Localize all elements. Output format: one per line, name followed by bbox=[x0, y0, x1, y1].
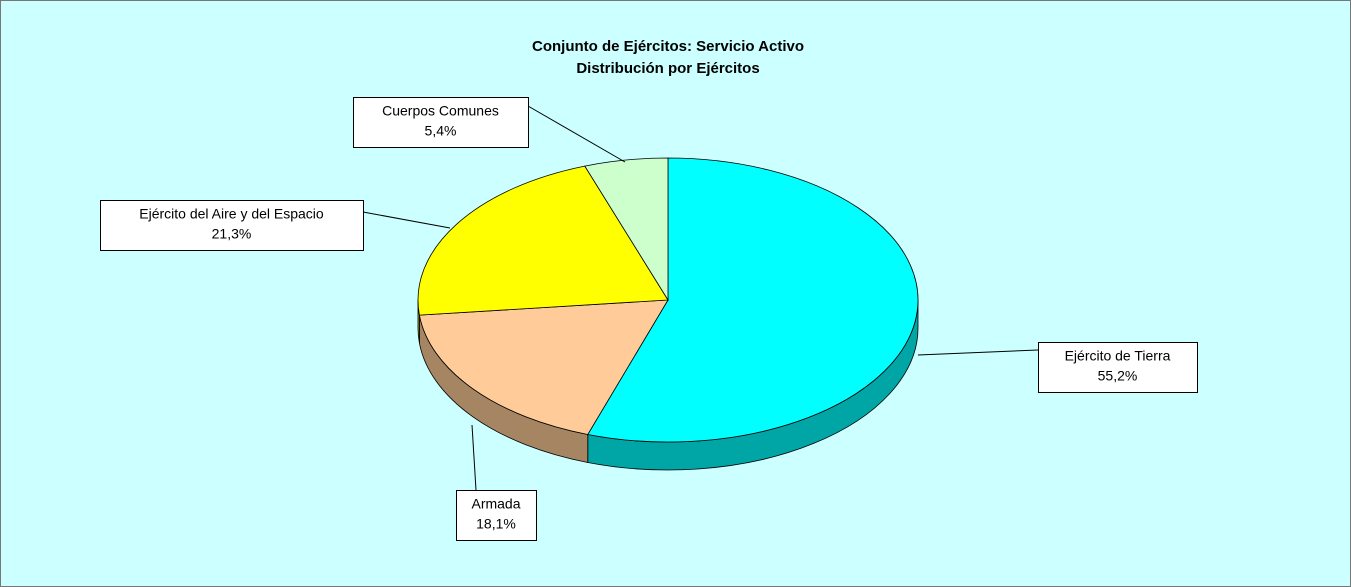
label-box bbox=[353, 97, 529, 148]
chart-title: Conjunto de Ejércitos: Servicio Activo bbox=[532, 38, 804, 55]
slice-label: Cuerpos Comunes bbox=[382, 103, 499, 119]
slice bbox=[587, 157, 919, 443]
leader-line bbox=[362, 211, 451, 229]
label-box bbox=[100, 200, 364, 251]
label-box bbox=[1038, 342, 1198, 393]
slice bbox=[418, 299, 669, 435]
slice-value-label: 5,4% bbox=[425, 123, 457, 139]
leader-line bbox=[917, 349, 1039, 356]
slice-label: Ejército de Tierra bbox=[1065, 348, 1171, 364]
slice-value-label: 55,2% bbox=[1098, 368, 1138, 384]
slice-label: Armada bbox=[471, 496, 520, 512]
slice-value-label: 18,1% bbox=[476, 516, 516, 532]
chart-subtitle: Distribución por Ejércitos bbox=[576, 60, 759, 77]
slice bbox=[584, 157, 669, 302]
slice-label: Ejército del Aire y del Espacio bbox=[139, 206, 324, 222]
leader-line bbox=[471, 424, 477, 491]
slice bbox=[417, 165, 669, 316]
leader-line bbox=[527, 105, 626, 163]
slice-value-label: 21,3% bbox=[212, 226, 252, 242]
label-box bbox=[456, 490, 537, 541]
